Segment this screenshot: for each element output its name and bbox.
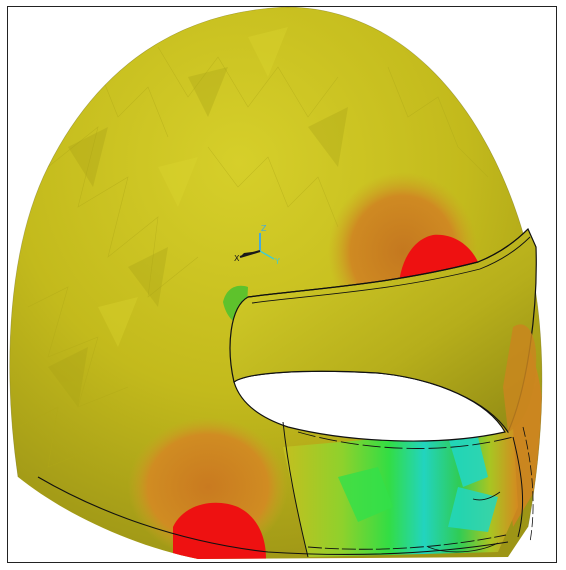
mesh-facets: [17, 46, 489, 468]
graphics-window-frame: Z Y X: [7, 6, 557, 563]
helmet-model-svg: Z Y X: [9, 7, 543, 559]
edge-lines: [37, 421, 534, 558]
triad-y-label: Y: [274, 257, 280, 266]
helmet-chin-bar: [283, 427, 518, 557]
contour-red-lower: [173, 502, 266, 559]
coordinate-triad: Z Y X: [234, 224, 280, 266]
helmet-visor: [229, 227, 537, 434]
triad-x-label: X: [234, 254, 240, 263]
triad-z-label: Z: [261, 224, 267, 233]
triad-y-axis: [259, 250, 275, 260]
